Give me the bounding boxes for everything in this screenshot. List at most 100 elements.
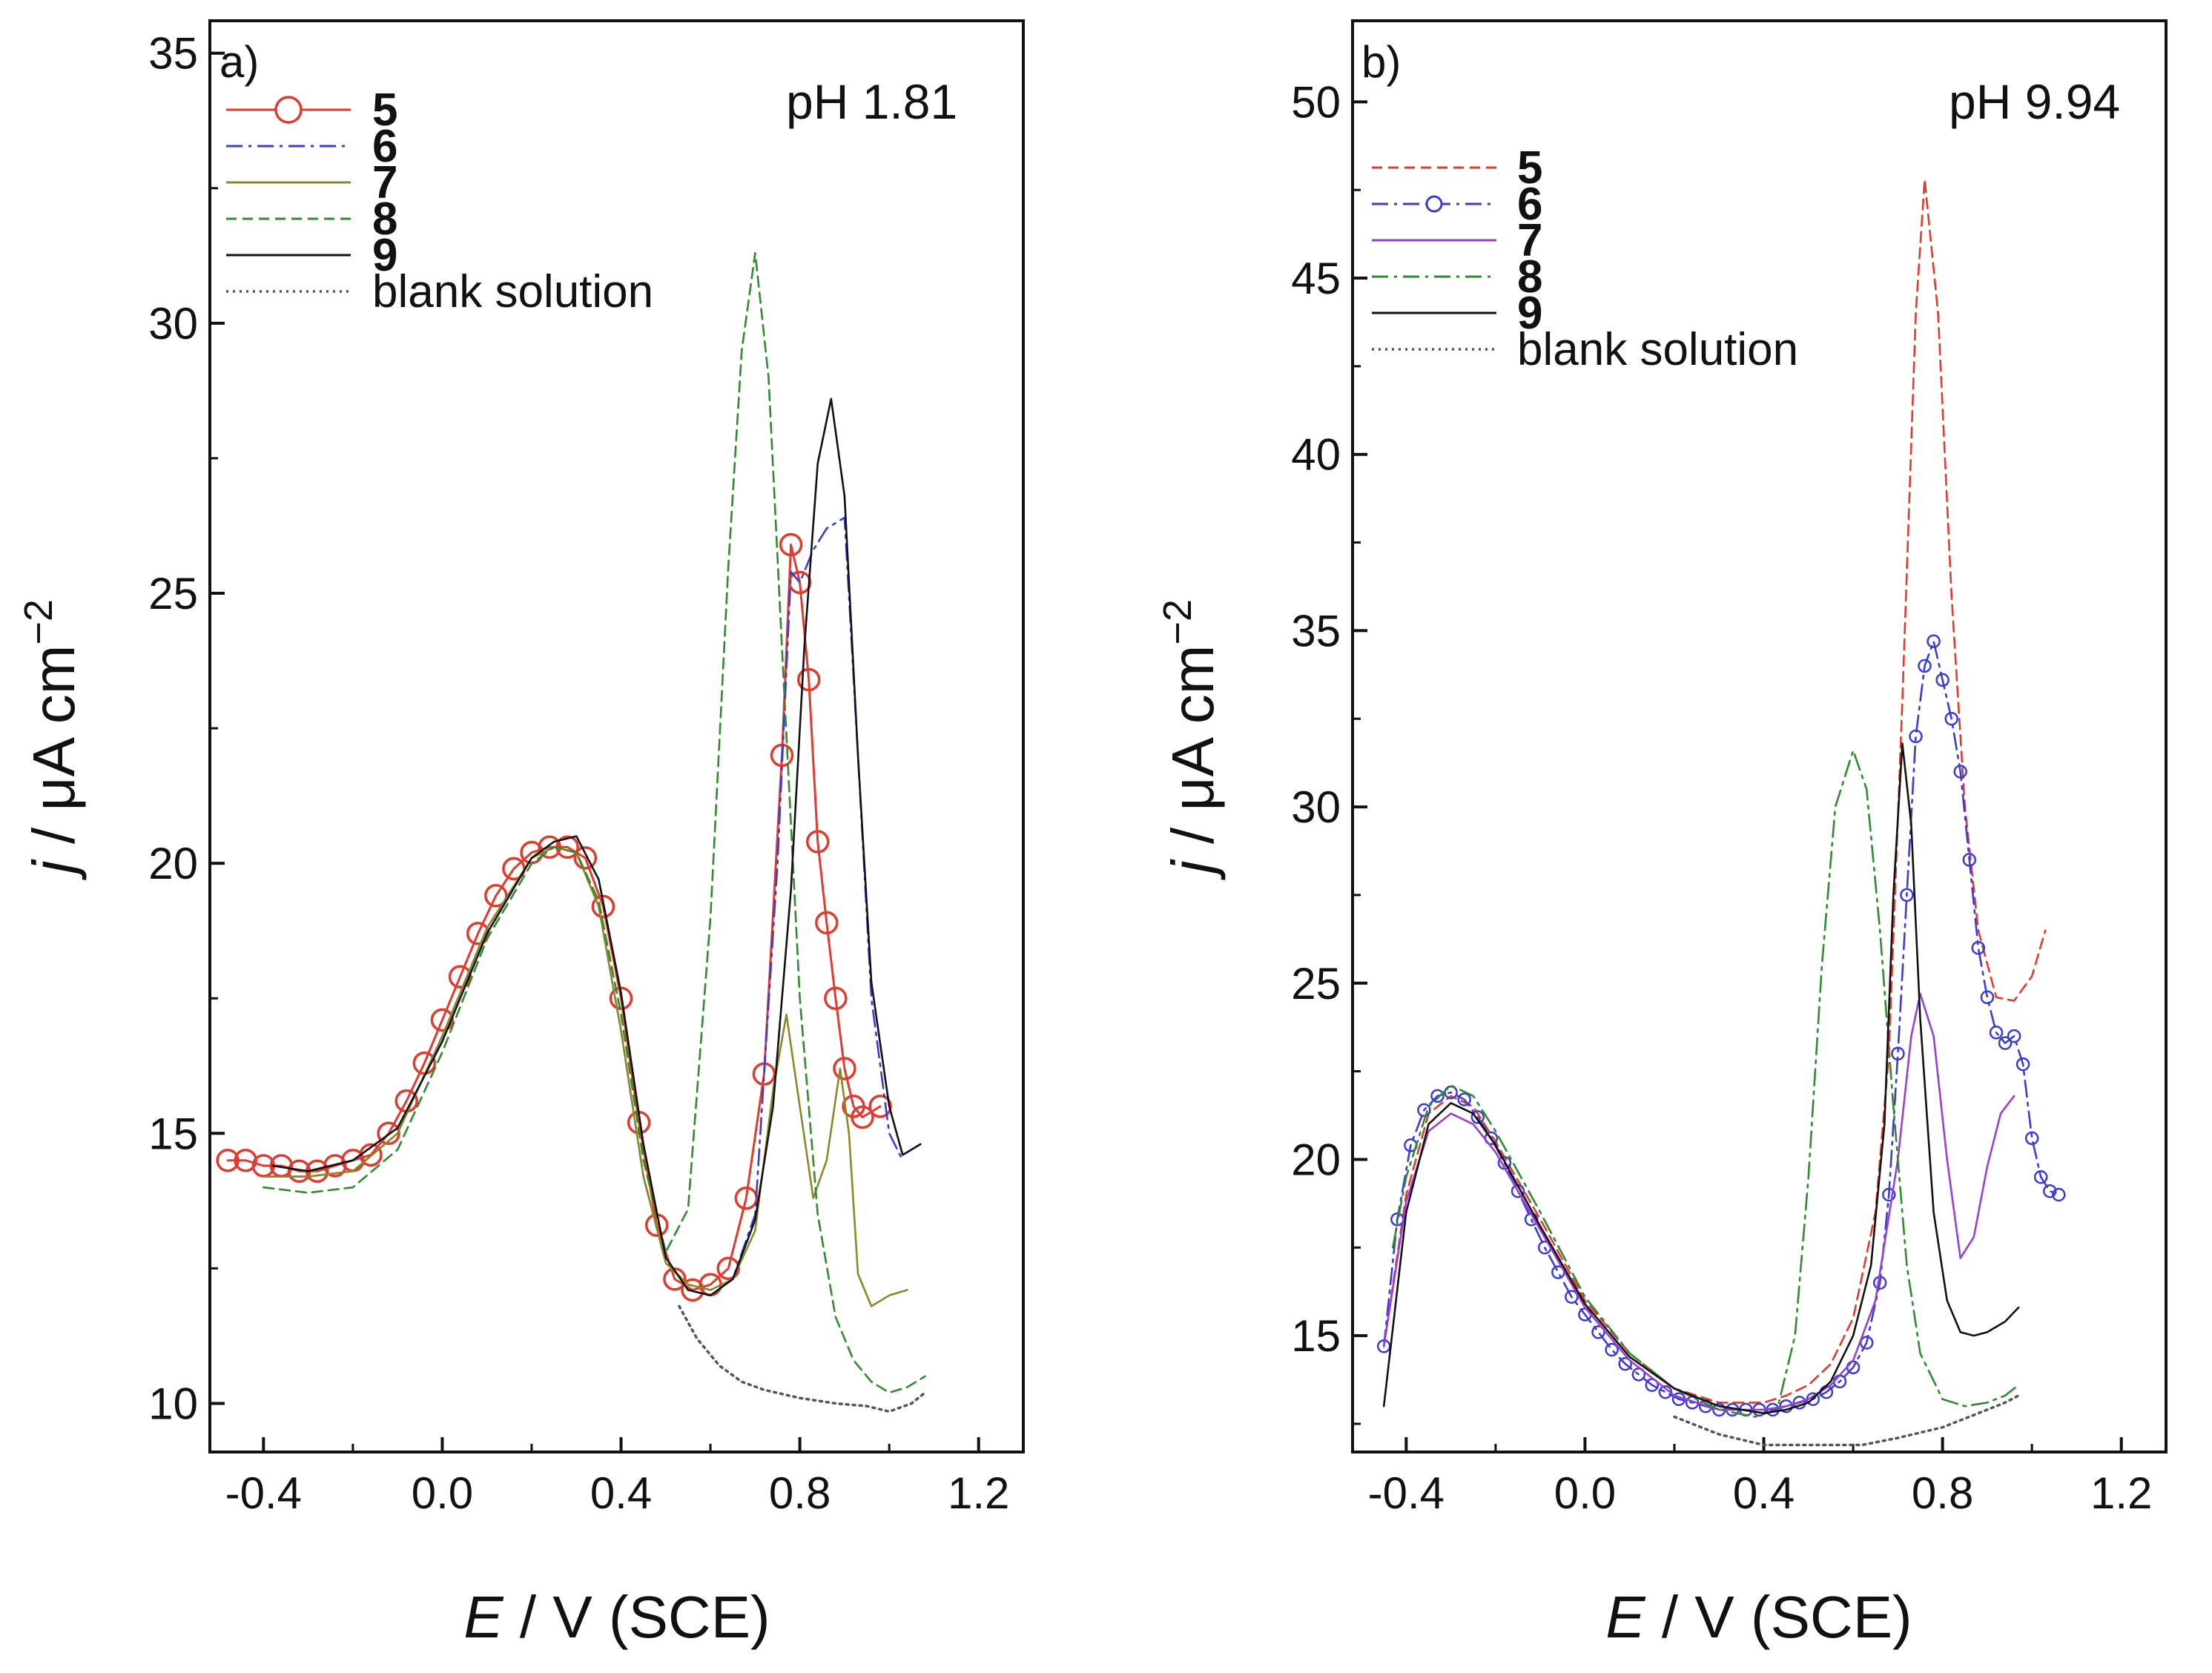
- series-line-7: [263, 846, 908, 1307]
- data-point: [573, 846, 598, 870]
- series-line-8: [1391, 749, 2020, 1418]
- data-point: [216, 1148, 240, 1172]
- data-point: [1565, 1290, 1579, 1304]
- panel-b-x-axis-title: E / V (SCE): [1605, 1584, 1912, 1650]
- series-line-7: [1382, 992, 2015, 1411]
- legend-marker: [274, 96, 303, 124]
- data-point: [1998, 1036, 2013, 1050]
- y-tick-label: 30: [148, 299, 198, 349]
- data-point: [1470, 1110, 1485, 1124]
- panel-a-plot-area: [216, 251, 927, 1413]
- legend-entry-5: 5: [226, 85, 397, 136]
- panel-b-x-axis: -0.4 0.0 0.4 0.8 1.2: [1368, 1437, 2152, 1518]
- data-point: [1918, 659, 1932, 673]
- panel-a-x-axis-title: E / V (SCE): [463, 1584, 770, 1650]
- series-7: [263, 846, 908, 1307]
- data-point: [663, 1267, 687, 1291]
- legend-label: blank solution: [372, 266, 653, 317]
- data-point: [2024, 1131, 2039, 1146]
- data-point: [430, 1008, 455, 1032]
- data-point: [851, 1105, 874, 1129]
- data-point: [1927, 634, 1941, 648]
- data-point: [824, 986, 848, 1010]
- legend-label: 5: [1517, 142, 1542, 194]
- data-point: [1591, 1325, 1605, 1339]
- series-7: [1382, 992, 2015, 1411]
- legend-entry-7: 7: [1372, 215, 1542, 266]
- series-9: [271, 397, 922, 1297]
- x-tick-label: 0.0: [412, 1468, 473, 1518]
- legend-entry-9: 9: [226, 230, 397, 281]
- legend-label: 9: [1517, 288, 1542, 339]
- y-tick-label: 45: [1291, 254, 1341, 303]
- data-point: [1605, 1342, 1619, 1357]
- y-tick-label: 10: [148, 1379, 198, 1428]
- y-tick-label: 20: [148, 839, 198, 888]
- panel-b-frame: [1351, 19, 2168, 1453]
- data-point: [484, 884, 508, 908]
- data-point: [1900, 888, 1914, 903]
- data-point: [1953, 765, 1967, 779]
- y-tick-label: 30: [1291, 782, 1341, 832]
- legend-label: 8: [1517, 251, 1542, 303]
- legend-entry-blank-solution: blank solution: [226, 266, 653, 317]
- data-point: [779, 532, 803, 557]
- panel-a-frame: [208, 19, 1025, 1453]
- series-line-blank-solution: [678, 1304, 927, 1413]
- panel-a-chart: 10 15 20 25 30 35 -0.4 0.0 0.4 0.8 1.2 a) pH 1.81…: [16, 19, 1025, 1650]
- data-point: [805, 830, 830, 854]
- data-point: [1909, 729, 1923, 744]
- x-tick-label: 0.8: [1912, 1468, 1973, 1518]
- data-point: [788, 570, 812, 595]
- legend-entry-7: 7: [226, 157, 397, 208]
- data-point: [1444, 1085, 1458, 1100]
- y-tick-label: 15: [1291, 1311, 1341, 1361]
- legend-entry-blank-solution: blank solution: [1372, 324, 1798, 375]
- legend-label: 6: [1517, 179, 1542, 230]
- series-8: [263, 251, 926, 1394]
- legend-label: 9: [372, 230, 397, 281]
- legend-label: 8: [372, 194, 397, 245]
- panel-b-chart: 15 20 25 30 35 40 45 50 -0.4 0.0 0.4 0.8 1.2 b) pH …: [1155, 19, 2168, 1650]
- y-tick-label: 15: [148, 1109, 198, 1158]
- panel-b-plot-area: [1376, 178, 2066, 1447]
- x-tick-label: 0.4: [590, 1468, 652, 1518]
- series-line-9: [1382, 742, 2020, 1414]
- data-point: [1980, 990, 1995, 1005]
- data-point: [1618, 1356, 1632, 1371]
- panel-b-y-axis: 15 20 25 30 35 40 45 50: [1291, 77, 1367, 1425]
- series-5: [1382, 178, 2047, 1404]
- data-point: [1891, 1046, 1905, 1061]
- x-tick-label: 1.2: [2090, 1468, 2152, 1518]
- legend-entry-9: 9: [1372, 288, 1542, 339]
- x-tick-label: -0.4: [1368, 1468, 1445, 1518]
- panel-a-y-axis: 10 15 20 25 30 35: [148, 29, 225, 1428]
- y-tick-label: 25: [1291, 959, 1341, 1009]
- legend-entry-8: 8: [1372, 251, 1542, 303]
- panel-b-y-axis-title: j / μA cm−2: [1155, 599, 1226, 880]
- data-point: [448, 965, 472, 989]
- data-point: [2043, 1184, 2057, 1198]
- legend-entry-6: 6: [1372, 179, 1542, 230]
- x-tick-label: 0.4: [1733, 1468, 1795, 1518]
- legend-entry-8: 8: [226, 194, 397, 245]
- data-point: [1935, 673, 1949, 687]
- y-tick-label: 40: [1291, 430, 1341, 480]
- legend-label: 5: [372, 85, 397, 136]
- data-point: [591, 894, 615, 919]
- legend-entry-5: 5: [1372, 142, 1542, 194]
- y-tick-label: 35: [1291, 606, 1341, 656]
- series-blank-solution: [1673, 1394, 2020, 1447]
- data-point: [796, 667, 821, 692]
- y-tick-label: 35: [148, 29, 198, 79]
- data-point: [1962, 853, 1977, 867]
- y-tick-label: 50: [1291, 77, 1341, 127]
- data-point: [2007, 1029, 2021, 1043]
- legend-marker: [1425, 195, 1443, 213]
- legend-entry-6: 6: [226, 121, 397, 172]
- data-point: [868, 1095, 892, 1118]
- data-point: [1457, 1092, 1471, 1106]
- data-point: [1944, 711, 1958, 726]
